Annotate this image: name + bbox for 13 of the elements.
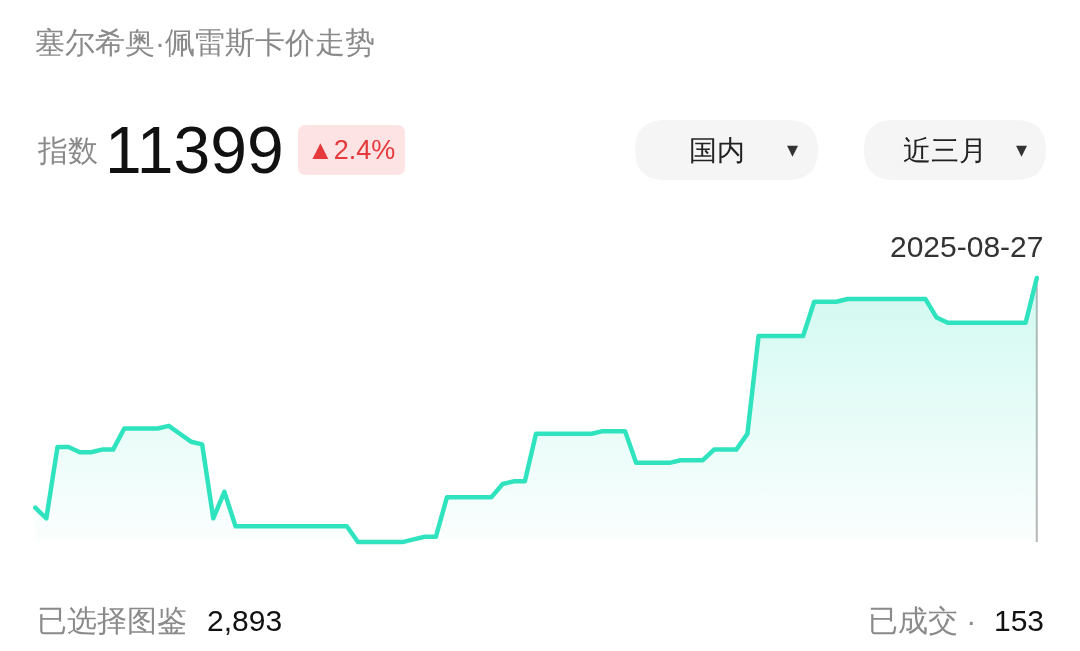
text: ▾	[1016, 137, 1028, 162]
text: 2,893	[207, 604, 283, 637]
text: 已选择图鉴	[37, 604, 187, 637]
text: 近三月	[903, 135, 987, 166]
chart-title: 塞尔希奥·佩雷斯卡价走势	[35, 25, 375, 59]
text: 153	[994, 604, 1045, 637]
text: 指数	[37, 134, 98, 167]
text: 11399	[105, 113, 284, 187]
text: ▾	[787, 137, 799, 162]
text: 国内	[689, 135, 745, 166]
text: 2025-08-27	[890, 230, 1044, 263]
text: 已成交 ·	[868, 604, 977, 637]
text: ▲2.4%	[307, 135, 396, 165]
